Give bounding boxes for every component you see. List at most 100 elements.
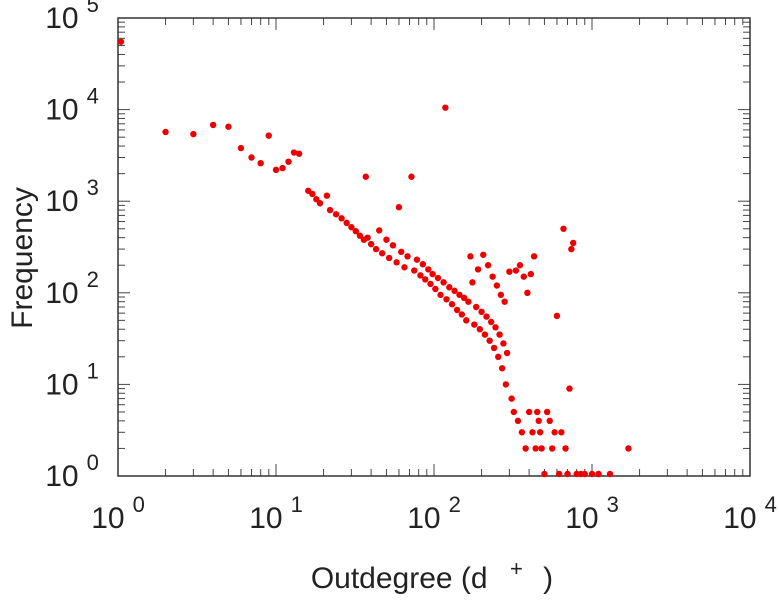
x-tick-exponent: 1 xyxy=(291,492,303,517)
data-point xyxy=(427,280,434,288)
data-point xyxy=(535,417,542,425)
data-point xyxy=(625,445,632,452)
data-point xyxy=(442,104,449,111)
x-tick-exponent: 3 xyxy=(607,492,619,517)
data-point xyxy=(495,353,502,361)
data-point xyxy=(487,318,495,326)
x-tick-label: 10 3 xyxy=(565,492,619,535)
data-point xyxy=(549,445,556,452)
data-point xyxy=(518,429,526,436)
data-point xyxy=(568,245,575,253)
data-point xyxy=(295,150,303,157)
data-point xyxy=(434,274,442,282)
x-tick-base: 10 xyxy=(91,502,124,535)
data-point xyxy=(525,408,533,416)
data-point xyxy=(503,349,511,357)
y-tick-exponent: 5 xyxy=(87,0,99,17)
data-point xyxy=(481,331,489,338)
y-axis-label: Frequency xyxy=(6,187,39,329)
data-point xyxy=(343,219,350,227)
data-point xyxy=(279,164,286,172)
data-point xyxy=(530,253,538,260)
x-axis-label-main: Outdegree (d xyxy=(311,562,488,595)
data-point xyxy=(538,445,545,452)
data-point xyxy=(352,228,360,235)
data-point xyxy=(285,158,292,165)
data-point xyxy=(117,38,125,45)
y-tick-label: 10 1 xyxy=(45,358,99,401)
data-point xyxy=(338,215,345,222)
data-point xyxy=(385,254,393,262)
data-point xyxy=(496,331,503,338)
data-point xyxy=(529,429,536,436)
data-point xyxy=(460,294,468,302)
y-tick-base: 10 xyxy=(45,2,78,35)
data-point xyxy=(429,270,436,278)
x-axis-label: Outdegree (d + ) xyxy=(311,550,553,595)
data-point xyxy=(471,321,478,328)
data-point xyxy=(440,279,447,286)
data-point xyxy=(476,326,484,333)
data-point xyxy=(483,313,490,320)
x-tick-base: 10 xyxy=(249,502,282,535)
data-point xyxy=(367,240,375,248)
data-point xyxy=(490,344,498,352)
y-tick-base: 10 xyxy=(45,368,78,401)
data-point xyxy=(486,337,493,344)
data-point xyxy=(473,303,480,311)
y-tick-label: 10 4 xyxy=(45,84,99,127)
data-point xyxy=(348,224,355,231)
x-tick-label: 10 2 xyxy=(407,492,461,535)
data-point xyxy=(566,385,573,392)
data-point xyxy=(364,234,371,241)
data-point xyxy=(543,408,551,416)
x-tick-label: 10 4 xyxy=(723,492,777,535)
data-point xyxy=(257,159,264,167)
data-point xyxy=(522,445,529,452)
x-tick-base: 10 xyxy=(407,502,440,535)
x-tick-base: 10 xyxy=(565,502,598,535)
data-point xyxy=(248,154,255,161)
y-tick-label: 10 5 xyxy=(45,0,99,35)
data-point xyxy=(502,381,510,388)
data-point xyxy=(404,253,411,260)
data-point xyxy=(498,365,506,372)
data-point xyxy=(560,225,567,232)
data-point xyxy=(463,317,470,324)
data-point xyxy=(553,312,561,320)
data-point xyxy=(443,296,450,303)
data-point xyxy=(546,417,553,425)
data-point xyxy=(225,123,232,130)
data-points xyxy=(117,38,632,478)
data-point xyxy=(541,470,548,478)
tick-marks xyxy=(117,18,750,477)
data-point xyxy=(419,261,427,268)
data-point xyxy=(378,250,386,257)
data-point xyxy=(309,190,316,198)
x-tick-label: 10 0 xyxy=(91,492,145,535)
data-point xyxy=(417,272,424,279)
data-point xyxy=(356,232,364,239)
data-point xyxy=(376,227,383,234)
data-point xyxy=(524,289,531,296)
data-point xyxy=(478,308,485,316)
data-point xyxy=(326,206,334,214)
data-point xyxy=(532,445,539,452)
data-point xyxy=(465,298,472,305)
x-tick-exponent: 4 xyxy=(765,492,777,517)
x-tick-exponent: 2 xyxy=(449,492,461,517)
data-point xyxy=(408,173,415,180)
y-tick-label: 10 0 xyxy=(45,450,99,493)
data-point xyxy=(362,173,369,180)
data-point xyxy=(551,429,558,436)
y-tick-exponent: 3 xyxy=(87,175,99,200)
data-point xyxy=(569,239,577,247)
data-point xyxy=(506,268,513,275)
data-point xyxy=(606,470,614,478)
data-point xyxy=(383,236,390,243)
data-point xyxy=(520,273,527,280)
y-tick-base: 10 xyxy=(45,460,78,493)
data-point xyxy=(508,395,515,402)
data-point xyxy=(448,301,456,308)
